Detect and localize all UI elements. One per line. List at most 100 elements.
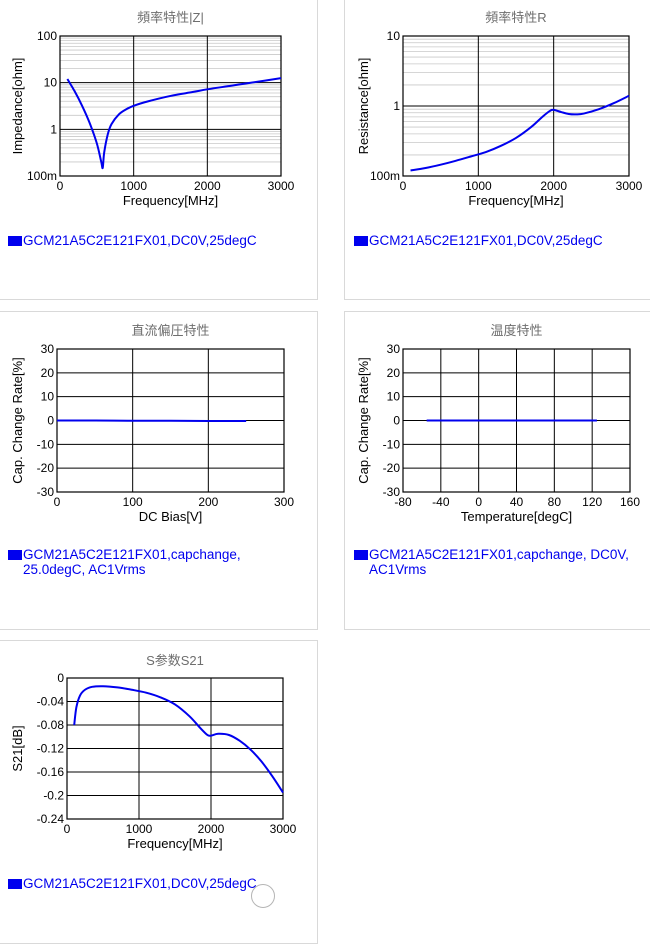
x-axis-label: Frequency[MHz] <box>468 193 563 208</box>
temperature-legend[interactable]: GCM21A5C2E121FX01,capchange, DC0V, AC1Vr… <box>354 547 644 577</box>
x-tick-label: 160 <box>620 495 640 509</box>
y-axis-label: Cap. Change Rate[%] <box>10 357 25 483</box>
x-axis-label: Frequency[MHz] <box>127 836 222 851</box>
x-tick-label: 3000 <box>268 179 295 193</box>
x-tick-label: 0 <box>475 495 482 509</box>
series-line <box>73 685 284 794</box>
y-tick-label: 0 <box>393 414 400 428</box>
temperature-legend-text: GCM21A5C2E121FX01,capchange, DC0V, AC1Vr… <box>369 547 629 577</box>
y-tick-label: 100m <box>370 169 400 183</box>
legend-swatch <box>354 550 368 560</box>
series-line <box>56 419 247 422</box>
resistance-chart: 頻率特性R 100m 1 10 0 1000 2000 3000 Frequency[MHz] R… <box>356 10 643 208</box>
plot-frame <box>59 35 282 177</box>
legend-swatch <box>8 550 22 560</box>
y-tick-label: -0.04 <box>37 695 65 709</box>
impedance-legend[interactable]: GCM21A5C2E121FX01,DC0V,25degC <box>8 233 257 248</box>
y-tick-label: -0.16 <box>37 765 65 779</box>
x-tick-label: -40 <box>432 495 450 509</box>
y-tick-label: 10 <box>387 29 401 43</box>
x-tick-label: 2000 <box>198 822 225 836</box>
series-line <box>66 77 282 170</box>
s21-chart-panel: S参数S21 -0.24 -0.2 -0.16 -0.12 -0.08 -0.04 0 0 100… <box>0 640 318 944</box>
y-tick-label: 100 <box>37 29 57 43</box>
x-tick-label: 200 <box>198 495 218 509</box>
y-axis-label: Cap. Change Rate[%] <box>356 357 371 483</box>
legend-swatch <box>8 236 22 246</box>
dcbias-chart-panel: 直流偏圧特性 -30 -20 -10 0 10 20 30 0 100 200 300 DC Bias[… <box>0 311 318 630</box>
x-tick-label: 1000 <box>126 822 153 836</box>
s21-chart: S参数S21 -0.24 -0.2 -0.16 -0.12 -0.08 -0.04 0 0 100… <box>10 653 297 851</box>
x-tick-label: -80 <box>394 495 412 509</box>
chart-title: S参数S21 <box>146 653 204 668</box>
x-tick-label: 3000 <box>616 179 643 193</box>
y-tick-label: -0.2 <box>43 789 64 803</box>
y-tick-label: 1 <box>393 99 400 113</box>
y-tick-label: 20 <box>387 366 401 380</box>
x-tick-label: 120 <box>582 495 602 509</box>
x-tick-label: 0 <box>54 495 61 509</box>
y-tick-label: 100m <box>27 169 57 183</box>
x-tick-label: 40 <box>510 495 524 509</box>
resistance-legend-text: GCM21A5C2E121FX01,DC0V,25degC <box>369 233 603 248</box>
y-tick-label: 30 <box>41 342 55 356</box>
y-tick-label: -20 <box>37 461 55 475</box>
y-axis-label: Impedance[ohm] <box>10 58 25 155</box>
impedance-chart-panel: 頻率特性|Z| 100m 1 10 100 0 1000 2000 3000 Frequency[… <box>0 0 318 300</box>
x-tick-label: 2000 <box>194 179 221 193</box>
x-tick-label: 80 <box>548 495 562 509</box>
y-tick-label: -0.08 <box>37 718 65 732</box>
temperature-chart-panel: 温度特性 -30 -20 -10 0 10 20 30 -80 -40 0 40 80 120 160 Tem… <box>344 311 650 630</box>
y-tick-label: -20 <box>383 461 401 475</box>
legend-swatch <box>354 236 368 246</box>
resistance-chart-panel: 頻率特性R 100m 1 10 0 1000 2000 3000 Frequency[MHz] R… <box>344 0 650 300</box>
chart-title: 頻率特性R <box>485 10 546 25</box>
y-tick-label: 0 <box>47 414 54 428</box>
y-tick-label: -0.12 <box>37 742 65 756</box>
x-tick-label: 0 <box>400 179 407 193</box>
y-tick-label: 20 <box>41 366 55 380</box>
x-axis-label: DC Bias[V] <box>139 509 203 524</box>
y-tick-label: 30 <box>387 342 401 356</box>
legend-swatch <box>8 879 22 889</box>
dcbias-legend-text: GCM21A5C2E121FX01,capchange, 25.0degC, A… <box>23 547 241 577</box>
temperature-chart: 温度特性 -30 -20 -10 0 10 20 30 -80 -40 0 40 80 120 160 Tem… <box>356 323 640 524</box>
s21-legend[interactable]: GCM21A5C2E121FX01,DC0V,25degC <box>8 876 257 891</box>
plot-frame <box>402 348 631 493</box>
impedance-legend-text: GCM21A5C2E121FX01,DC0V,25degC <box>23 233 257 248</box>
y-tick-label: -0.24 <box>37 812 65 826</box>
x-tick-label: 100 <box>123 495 143 509</box>
x-tick-label: 0 <box>57 179 64 193</box>
x-tick-label: 300 <box>274 495 294 509</box>
y-tick-label: 0 <box>57 671 64 685</box>
chart-title: 直流偏圧特性 <box>131 323 209 338</box>
cursor-ring <box>251 884 275 908</box>
chart-title: 頻率特性|Z| <box>137 10 204 25</box>
x-axis-label: Temperature[degC] <box>461 509 572 524</box>
s21-legend-text: GCM21A5C2E121FX01,DC0V,25degC <box>23 876 257 891</box>
resistance-legend[interactable]: GCM21A5C2E121FX01,DC0V,25degC <box>354 233 603 248</box>
x-tick-label: 3000 <box>270 822 297 836</box>
y-tick-label: 1 <box>50 122 57 136</box>
y-tick-label: -10 <box>37 437 55 451</box>
y-tick-label: 10 <box>387 390 401 404</box>
dcbias-legend[interactable]: GCM21A5C2E121FX01,capchange, 25.0degC, A… <box>8 547 268 577</box>
y-axis-label: S21[dB] <box>10 725 25 771</box>
series-line <box>410 94 630 172</box>
y-axis-label: Resistance[ohm] <box>356 58 371 155</box>
y-tick-label: -30 <box>383 485 401 499</box>
y-tick-label: -10 <box>383 437 401 451</box>
x-axis-label: Frequency[MHz] <box>123 193 218 208</box>
y-tick-label: -30 <box>37 485 55 499</box>
chart-title: 温度特性 <box>490 323 542 338</box>
x-tick-label: 1000 <box>465 179 492 193</box>
y-tick-label: 10 <box>41 390 55 404</box>
x-tick-label: 2000 <box>540 179 567 193</box>
x-tick-label: 1000 <box>120 179 147 193</box>
y-tick-label: 10 <box>44 76 58 90</box>
plot-frame <box>402 35 630 177</box>
x-tick-label: 0 <box>64 822 71 836</box>
plot-frame <box>66 677 284 820</box>
